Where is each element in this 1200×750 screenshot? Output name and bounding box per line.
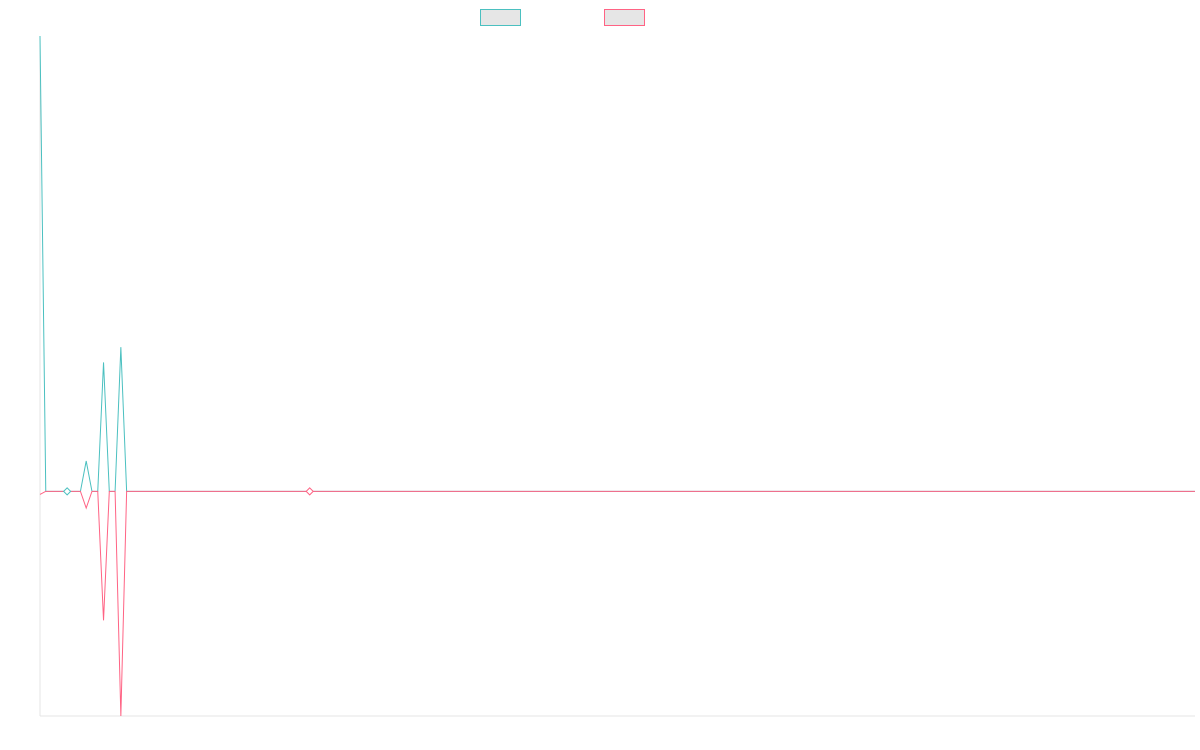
legend-swatch-2[interactable]: [604, 9, 645, 26]
series-line-2: [39, 490, 1195, 717]
chart-axes: [39, 36, 1195, 717]
legend-swatch-1[interactable]: [480, 9, 521, 26]
chart-point-markers[interactable]: [62, 487, 314, 496]
chart-legend[interactable]: [480, 9, 645, 26]
chart-series-lines: [39, 35, 1195, 717]
point-marker-1[interactable]: [62, 487, 72, 496]
point-marker-2[interactable]: [305, 487, 314, 496]
series-line-1: [39, 35, 1195, 492]
